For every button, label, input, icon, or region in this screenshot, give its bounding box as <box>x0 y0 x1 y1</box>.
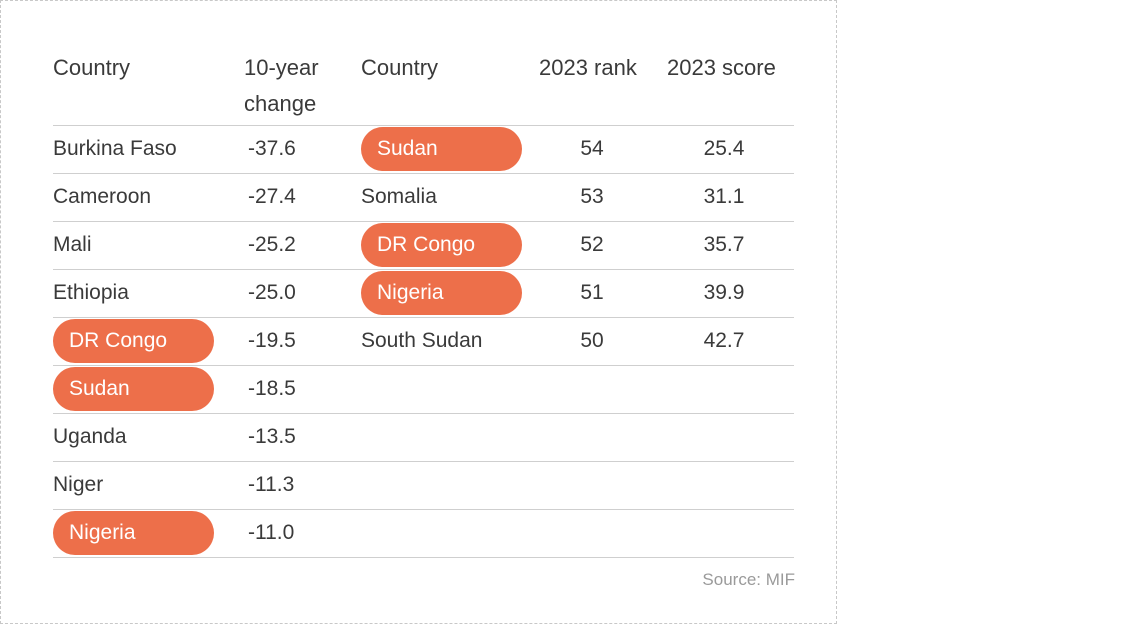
right-country-highlight: Sudan <box>361 127 522 171</box>
right-country-cell: Somalia <box>361 185 437 208</box>
left-country-highlight: Nigeria <box>53 511 214 555</box>
left-country-cell: Niger <box>53 473 104 496</box>
right-country-highlight: DR Congo <box>361 223 522 267</box>
rank-value-cell: 54 <box>580 137 604 160</box>
change-value-cell: -27.4 <box>248 185 296 208</box>
change-value-cell: -11.0 <box>248 521 295 544</box>
left-country-highlight: Sudan <box>53 367 214 411</box>
change-value-cell: -19.5 <box>248 329 296 352</box>
left-country-cell: Burkina Faso <box>53 137 177 160</box>
score-value-cell: 42.7 <box>703 329 745 352</box>
row-divider <box>53 221 794 222</box>
rank-value-cell: 50 <box>580 329 604 352</box>
left-country-highlight: DR Congo <box>53 319 214 363</box>
row-divider <box>53 413 794 414</box>
rank-value-cell: 53 <box>580 185 604 208</box>
change-value-cell: -11.3 <box>248 473 295 496</box>
change-value-cell: -25.2 <box>248 233 296 256</box>
header-10-year-change: 10-year change <box>244 50 319 122</box>
left-country-cell: Uganda <box>53 425 127 448</box>
left-country-cell: Cameroon <box>53 185 152 208</box>
header-change-line1: 10-year <box>244 55 319 80</box>
right-country-cell: South Sudan <box>361 329 483 352</box>
score-value-cell: 39.9 <box>703 281 745 304</box>
rank-value-cell: 51 <box>580 281 604 304</box>
row-divider <box>53 365 794 366</box>
row-divider <box>53 269 794 270</box>
left-country-cell: Mali <box>53 233 92 256</box>
source-note: Source: MIF <box>702 570 795 589</box>
header-2023-rank: 2023 rank <box>539 55 637 80</box>
score-value-cell: 35.7 <box>703 233 745 256</box>
score-value-cell: 31.1 <box>703 185 745 208</box>
right-country-highlight: Nigeria <box>361 271 522 315</box>
row-divider <box>53 461 794 462</box>
table-frame <box>0 0 837 624</box>
rank-value-cell: 52 <box>580 233 604 256</box>
header-country-left: Country <box>53 55 131 80</box>
left-country-cell: Ethiopia <box>53 281 129 304</box>
header-change-line2: change <box>244 91 317 116</box>
change-value-cell: -25.0 <box>248 281 296 304</box>
header-country-right: Country <box>361 55 439 80</box>
row-divider <box>53 557 794 558</box>
row-divider <box>53 173 794 174</box>
row-divider <box>53 317 794 318</box>
score-value-cell: 25.4 <box>703 137 745 160</box>
row-divider <box>53 509 794 510</box>
change-value-cell: -37.6 <box>248 137 296 160</box>
change-value-cell: -13.5 <box>248 425 296 448</box>
header-2023-score: 2023 score <box>667 55 776 80</box>
row-divider <box>53 125 794 126</box>
change-value-cell: -18.5 <box>248 377 296 400</box>
